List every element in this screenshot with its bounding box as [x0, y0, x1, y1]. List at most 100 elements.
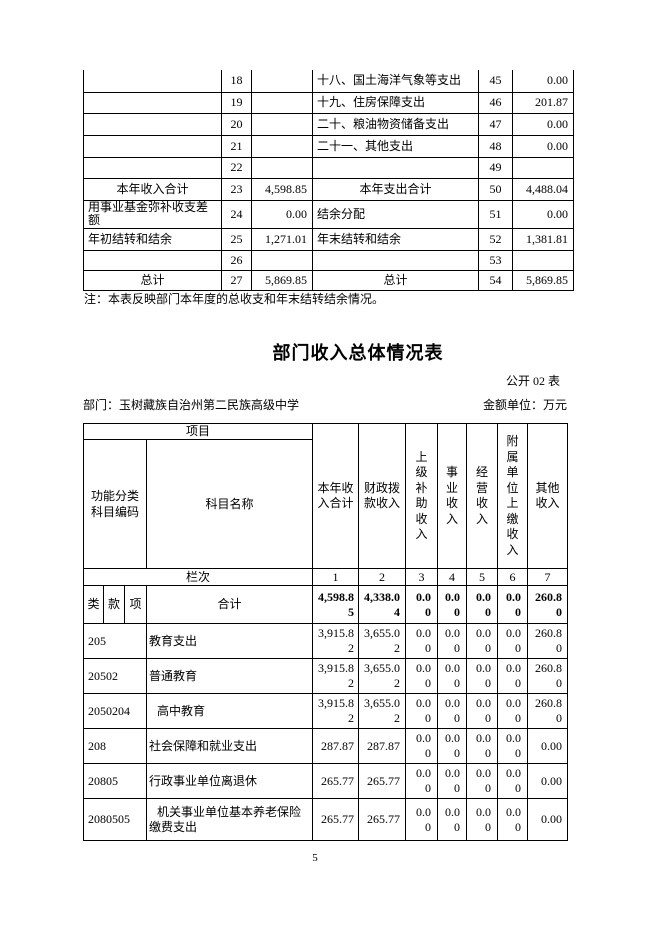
amount-cell: 265.77 [358, 798, 407, 841]
amount-cell: 0.00 [497, 585, 529, 624]
amount-cell: 3,655.02 [358, 658, 407, 694]
income-label-cell: 用事业基金弥补收支差额 [83, 199, 222, 229]
income-amount-cell: 0.00 [251, 199, 313, 229]
expense-label-cell: 总计 [312, 269, 479, 291]
function-code-cell: 20805 [83, 763, 147, 799]
amount-cell: 287.87 [312, 728, 360, 764]
data-row: 20502 普通教育 3,915.82 3,655.02 0.00 0.00 0… [83, 658, 569, 694]
income-amount-cell: 4,598.85 [251, 177, 313, 201]
amount-cell: 0.00 [497, 763, 529, 799]
amount-cell: 287.87 [358, 728, 407, 764]
income-amount-cell [251, 112, 313, 136]
amount-cell: 0.00 [437, 798, 468, 841]
balance-summary-table: 18 十八、国土海洋气象等支出 45 0.00 19 十九、住房保障支出 46 … [83, 70, 574, 291]
table-code: 公开 02 表 [505, 374, 560, 388]
expense-amount-cell: 1,381.81 [512, 227, 574, 251]
expense-label-cell: 十九、住房保障支出 [312, 91, 479, 114]
total-label-cell: 合计 [145, 585, 314, 624]
amount-cell: 260.80 [527, 623, 569, 659]
subject-name-cell: 教育支出 [145, 623, 314, 659]
lane-label-cell: 栏次 [82, 568, 314, 586]
func-code-header-cell: 功能分类科目编码 [83, 439, 147, 569]
line-number-cell: 26 [221, 249, 252, 271]
summary-row: 19 十九、住房保障支出 46 201.87 [83, 91, 574, 114]
department-label: 部门：玉树藏族自治州第二民族高级中学 [83, 398, 300, 412]
line-number-cell: 51 [478, 199, 513, 229]
line-number-cell: 24 [221, 199, 252, 229]
amount-cell: 260.80 [527, 585, 569, 624]
income-amount-cell [251, 134, 313, 158]
line-number-cell: 52 [478, 227, 513, 251]
summary-row: 18 十八、国土海洋气象等支出 45 0.00 [83, 70, 574, 93]
income-overview-table: 项目 本年收入合计 财政拨款收入 上级补助收入 事业收入 经营收入 附属单位上缴… [82, 423, 569, 841]
col-header-superior-subsidy: 上级补助收入 [405, 423, 439, 569]
amount-cell: 0.00 [527, 763, 569, 799]
expense-amount-cell: 0.00 [512, 70, 574, 93]
lane-number-cell: 6 [497, 568, 529, 586]
page-title: 部门收入总体情况表 [272, 343, 444, 363]
amount-cell: 0.00 [466, 585, 499, 624]
amount-cell: 0.00 [466, 763, 499, 799]
section-label-cell: 款 [103, 585, 125, 624]
income-amount-cell [251, 156, 313, 179]
expense-amount-cell [512, 156, 574, 179]
income-label-cell [83, 249, 222, 271]
function-code-cell: 2050204 [83, 693, 147, 729]
amount-cell: 3,655.02 [358, 693, 407, 729]
lane-number-cell: 4 [437, 568, 468, 586]
line-number-cell: 54 [478, 269, 513, 291]
line-number-cell: 50 [478, 177, 513, 201]
amount-cell: 0.00 [405, 728, 439, 764]
amount-cell: 0.00 [405, 658, 439, 694]
line-number-cell: 18 [221, 70, 252, 93]
col-header-operating-income: 经营收入 [466, 423, 499, 569]
line-number-cell: 46 [478, 91, 513, 114]
line-number-cell: 48 [478, 134, 513, 158]
subject-name-cell: 普通教育 [145, 658, 314, 694]
lane-number-cell: 3 [405, 568, 439, 586]
income-amount-cell [251, 249, 313, 271]
line-number-cell: 19 [221, 91, 252, 114]
expense-label-cell: 本年支出合计 [312, 177, 479, 201]
lane-row: 栏次 1 2 3 4 5 6 7 [82, 568, 569, 586]
amount-cell: 260.80 [527, 658, 569, 694]
line-number-cell: 45 [478, 70, 513, 93]
amount-cell: 0.00 [437, 585, 468, 624]
data-row: 208 社会保障和就业支出 287.87 287.87 0.00 0.00 0.… [83, 728, 569, 764]
line-number-cell: 53 [478, 249, 513, 271]
amount-cell: 0.00 [466, 623, 499, 659]
summary-row: 本年收入合计 23 4,598.85 本年支出合计 50 4,488.04 [83, 177, 574, 201]
function-code-cell: 20502 [83, 658, 147, 694]
line-number-cell: 23 [221, 177, 252, 201]
amount-cell: 0.00 [437, 728, 468, 764]
data-row: 2050204 高中教育 3,915.82 3,655.02 0.00 0.00… [83, 693, 569, 729]
expense-amount-cell: 201.87 [512, 91, 574, 114]
line-number-cell: 25 [221, 227, 252, 251]
income-label-cell [83, 156, 222, 179]
amount-cell: 3,915.82 [312, 693, 360, 729]
amount-cell: 0.00 [527, 728, 569, 764]
expense-amount-cell: 5,869.85 [512, 269, 574, 291]
summary-row: 用事业基金弥补收支差额 24 0.00 结余分配 51 0.00 [83, 199, 574, 229]
col-header-business-income: 事业收入 [437, 423, 468, 569]
lane-number-cell: 7 [527, 568, 569, 586]
function-code-cell: 208 [83, 728, 147, 764]
amount-cell: 0.00 [437, 658, 468, 694]
income-label-cell [83, 70, 222, 93]
amount-cell: 3,655.02 [358, 623, 407, 659]
unit-label: 金额单位：万元 [482, 398, 567, 412]
income-label-cell [83, 134, 222, 158]
data-row: 20805 行政事业单位离退休 265.77 265.77 0.00 0.00 … [83, 763, 569, 799]
amount-cell: 0.00 [497, 658, 529, 694]
grand-total-row: 类 款 项 合计 4,598.85 4,338.04 0.00 0.00 0.0… [83, 585, 569, 624]
expense-label-cell [312, 249, 479, 271]
income-amount-cell: 5,869.85 [251, 269, 313, 291]
expense-amount-cell: 0.00 [512, 199, 574, 229]
amount-cell: 0.00 [437, 623, 468, 659]
amount-cell: 0.00 [466, 658, 499, 694]
amount-cell: 0.00 [437, 763, 468, 799]
income-amount-cell [251, 70, 313, 93]
income-label-cell: 年初结转和结余 [83, 227, 222, 251]
income-amount-cell: 1,271.01 [251, 227, 313, 251]
